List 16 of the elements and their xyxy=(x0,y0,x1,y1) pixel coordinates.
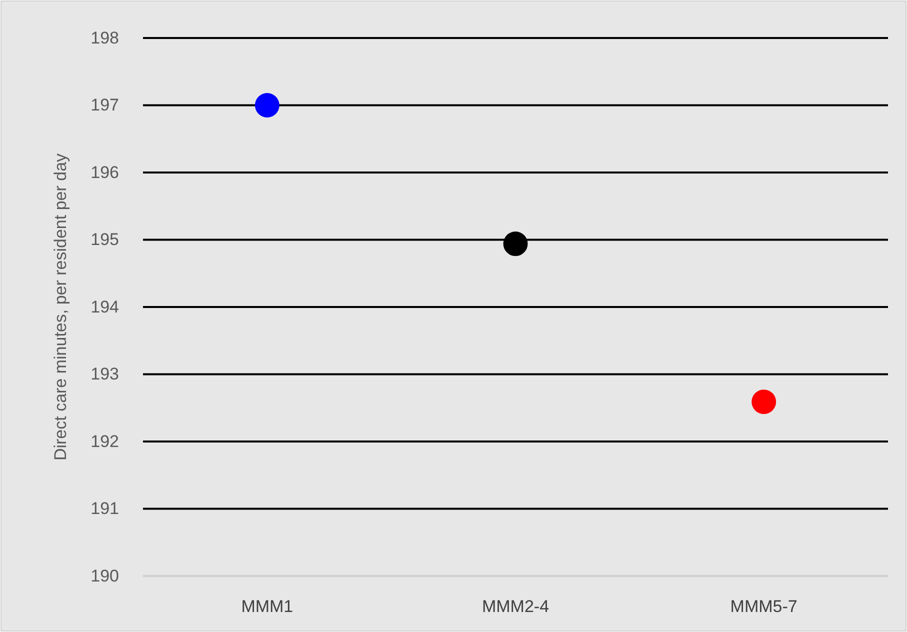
point xyxy=(752,390,776,414)
y-axis-title: Direct care minutes, per resident per day xyxy=(51,152,70,461)
y-tick-label: 194 xyxy=(90,297,119,316)
y-tick-label: 197 xyxy=(90,96,119,115)
x-tick-label: MMM5-7 xyxy=(730,597,798,616)
y-tick-label: 198 xyxy=(90,28,119,48)
point xyxy=(503,232,528,256)
x-tick-label: MMM1 xyxy=(241,597,294,616)
y-tick-label: 193 xyxy=(90,364,119,384)
y-tick-label: 192 xyxy=(90,432,119,451)
y-tick-label: 191 xyxy=(90,499,119,518)
y-tick-label: 190 xyxy=(90,566,119,586)
point xyxy=(254,93,280,118)
x-tick-label: MMM2-4 xyxy=(482,597,550,616)
y-tick-label: 196 xyxy=(90,162,119,182)
y-tick-label: 195 xyxy=(90,230,119,250)
